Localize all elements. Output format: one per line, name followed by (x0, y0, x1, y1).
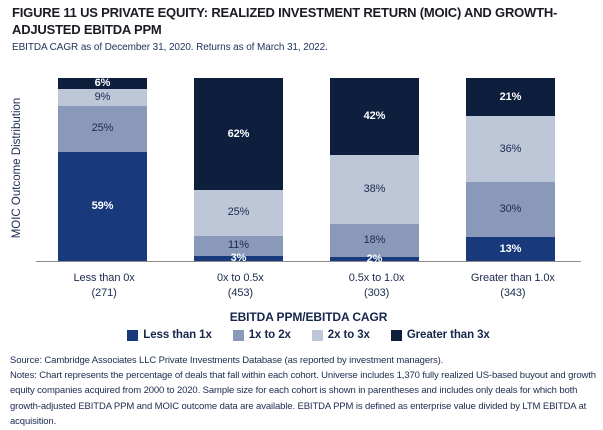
segment-value-label: 42% (363, 109, 386, 122)
bar-segment: 13% (466, 237, 555, 261)
segment-value-label: 9% (94, 90, 111, 103)
segment-value-label: 36% (499, 142, 522, 155)
legend-swatch-icon (311, 329, 323, 341)
segment-value-label: 3% (230, 251, 247, 264)
bar-segment: 25% (194, 190, 283, 236)
segment-value-label: 38% (363, 183, 386, 196)
bar-segment: 3% (194, 251, 283, 264)
chart-legend: Less than 1x 1x to 2x 2x to 3x Greater than… (36, 329, 581, 341)
x-tick: 0.5x to 1.0x (303) (309, 271, 445, 301)
bar-segment: 21% (466, 77, 555, 117)
x-tick-label: Less than 0x (73, 272, 135, 284)
x-tick: Less than 0x (271) (36, 271, 172, 301)
segment-value-label: 25% (227, 206, 250, 219)
x-tick: Greater than 1.0x (343) (445, 271, 581, 301)
chart-notes: Notes: Chart represents the percentage o… (10, 370, 596, 427)
bar-segment: 25% (58, 105, 147, 152)
legend-item: Less than 1x (127, 329, 212, 341)
segment-value-label: 62% (227, 127, 250, 140)
legend-swatch-icon (390, 329, 402, 341)
legend-item: 1x to 2x (232, 329, 291, 341)
legend-label: Greater than 3x (406, 329, 490, 341)
bar-column: 13% 30% 36% 21% (466, 77, 555, 261)
bar-segment: 9% (58, 89, 147, 106)
x-tick: 0x to 0.5x (453) (172, 271, 308, 301)
bar-segment: 62% (194, 77, 283, 191)
bar-segment: 38% (330, 154, 419, 225)
bar-segment: 59% (58, 151, 147, 261)
segment-value-label: 18% (363, 234, 386, 247)
bar-segment: 2% (330, 253, 419, 264)
legend-label: 1x to 2x (248, 329, 291, 341)
bar-segment: 18% (330, 224, 419, 258)
segment-value-label: 30% (499, 203, 522, 216)
bar-column: 59% 25% 9% 6% (58, 78, 147, 261)
x-tick-sample-size: (343) (500, 287, 526, 299)
segment-value-label: 13% (499, 242, 522, 255)
legend-label: Less than 1x (143, 329, 212, 341)
segment-value-label: 2% (366, 252, 383, 265)
footnotes: Source: Cambridge Associates LLC Private… (10, 353, 600, 429)
legend-item: 2x to 3x (311, 329, 370, 341)
bar-segment: 30% (466, 182, 555, 238)
y-axis-label: MOIC Outcome Distribution (11, 97, 23, 239)
x-tick-sample-size: (453) (227, 287, 253, 299)
figure-subtitle: EBITDA CAGR as of December 31, 2020. Ret… (12, 42, 328, 53)
figure-title: FIGURE 11 US PRIVATE EQUITY: REALIZED IN… (12, 5, 558, 37)
segment-value-label: 21% (499, 90, 522, 103)
plot-area: 59% 25% 9% 6% 3% 11% 25% 62% 2% 18% 38% 42% 13% 30% 36… (36, 77, 581, 264)
x-axis-title: EBITDA PPM/EBITDA CAGR (229, 310, 388, 324)
x-tick-sample-size: (271) (91, 287, 117, 299)
bar-segment: 6% (58, 77, 147, 90)
segment-value-label: 11% (228, 239, 249, 252)
legend-swatch-icon (127, 329, 139, 341)
x-tick-label: Greater than 1.0x (470, 272, 555, 284)
bar-column: 3% 11% 25% 62% (194, 77, 283, 264)
bar-column: 2% 18% 38% 42% (330, 78, 419, 264)
x-axis-ticks: Less than 0x (271) 0x to 0.5x (453) 0.5x to … (36, 271, 581, 301)
bar-segment: 42% (330, 78, 419, 155)
legend-label: 2x to 3x (327, 329, 370, 341)
bar-segment: 11% (194, 235, 283, 256)
segment-value-label: 6% (94, 77, 111, 90)
segment-value-label: 25% (91, 122, 114, 135)
legend-item: Greater than 3x (390, 329, 490, 341)
x-tick-sample-size: (303) (364, 287, 390, 299)
x-tick-label: 0x to 0.5x (217, 272, 264, 284)
bar-segment: 36% (466, 116, 555, 183)
legend-swatch-icon (232, 329, 244, 341)
x-tick-label: 0.5x to 1.0x (348, 272, 405, 284)
source-note: Source: Cambridge Associates LLC Private… (10, 355, 444, 366)
segment-value-label: 59% (91, 199, 114, 212)
